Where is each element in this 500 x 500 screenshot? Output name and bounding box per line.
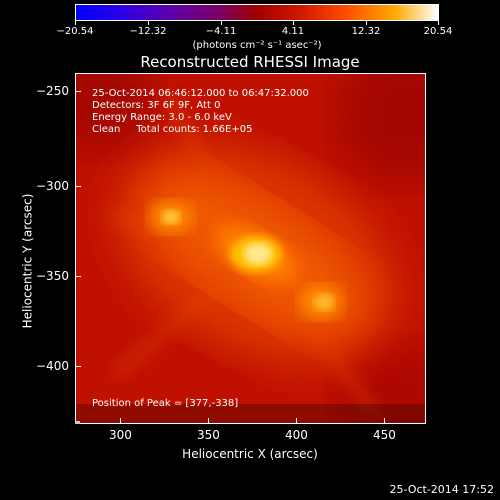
colorbar-label: −12.32 — [129, 26, 167, 37]
x-tick — [120, 418, 121, 424]
corner-marker — [75, 421, 80, 424]
colorbar — [75, 4, 439, 21]
colorbar-tick — [438, 21, 439, 25]
peak-position-text: Position of Peak = [377,-338] — [92, 398, 239, 409]
colorbar-tick — [293, 21, 294, 25]
y-tick — [75, 91, 81, 92]
colorbar-tick — [221, 21, 222, 25]
method-counts-text: Clean Total counts: 1.66E+05 — [92, 124, 253, 135]
y-tick — [75, 276, 81, 277]
energy-range-text: Energy Range: 3.0 - 6.0 keV — [92, 112, 232, 123]
y-tick-label: −300 — [36, 179, 69, 193]
x-tick — [208, 418, 209, 424]
colorbar-tick — [148, 21, 149, 25]
time-range-text: 25-Oct-2014 06:46:12.000 to 06:47:32.000 — [92, 88, 309, 99]
x-tick-label: 350 — [197, 428, 220, 442]
colorbar-label: 12.32 — [351, 26, 381, 37]
colorbar-label: −4.11 — [205, 26, 237, 37]
y-tick — [75, 366, 81, 367]
rhessi-image — [75, 73, 426, 424]
y-tick — [75, 186, 81, 187]
colorbar-units: (photons cm⁻² s⁻¹ asec⁻²) — [192, 40, 322, 51]
x-tick — [296, 418, 297, 424]
colorbar-tick — [366, 21, 367, 25]
x-tick-label: 300 — [109, 428, 132, 442]
colorbar-label: −20.54 — [56, 26, 94, 37]
colorbar-label: 20.54 — [423, 26, 453, 37]
colorbar-label: 4.11 — [281, 26, 305, 37]
footer-timestamp: 25-Oct-2014 17:52 — [389, 483, 494, 496]
colorbar-tick — [75, 21, 76, 25]
y-tick-label: −350 — [36, 269, 69, 283]
x-tick-label: 450 — [373, 428, 396, 442]
y-axis-title: Heliocentric Y (arcsec) — [20, 193, 35, 329]
detectors-text: Detectors: 3F 6F 9F, Att 0 — [92, 100, 221, 111]
rhessi-image-canvas — [76, 74, 425, 423]
y-tick-label: −400 — [36, 359, 69, 373]
x-tick — [384, 418, 385, 424]
y-tick-label: −250 — [36, 84, 69, 98]
plot-title: Reconstructed RHESSI Image — [140, 53, 360, 71]
x-axis-title: Heliocentric X (arcsec) — [182, 447, 318, 461]
x-tick-label: 400 — [285, 428, 308, 442]
